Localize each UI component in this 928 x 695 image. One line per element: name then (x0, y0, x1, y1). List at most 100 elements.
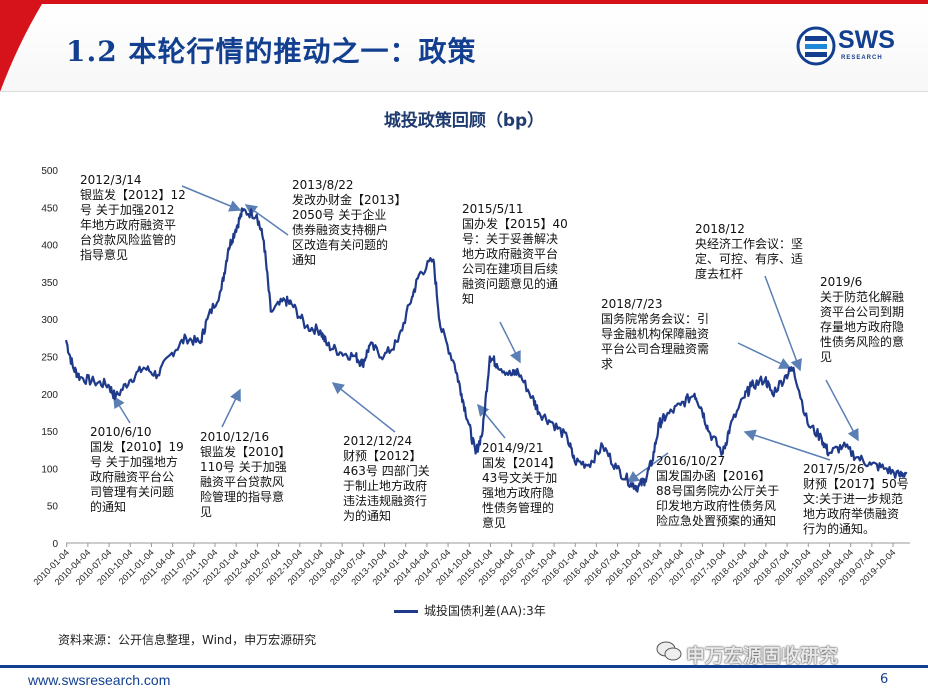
annotation-arrow (331, 382, 396, 433)
annotation-line: 平台公司合理融资需 (601, 342, 710, 356)
annotation-line: 见 (200, 505, 213, 519)
annotation-line: 88号国务院办公厅关于 (656, 484, 780, 498)
page-number: 6 (880, 672, 889, 687)
y-tick-label: 350 (41, 278, 58, 289)
annotation-line: 行为的通知。 (803, 522, 876, 536)
annotation-line: 关于防范化解融 (820, 290, 905, 304)
annotation-line: 年地方政府融资平 (80, 218, 177, 232)
annotation-line: 央经济工作会议：坚 (695, 237, 804, 251)
annotation-line: 2012/3/14 (80, 173, 142, 187)
y-tick-label: 300 (41, 315, 58, 326)
annotation-line: 2019/6 (820, 275, 863, 289)
annotation-line: 国务院常务会议：引 (601, 312, 710, 326)
annotation-line: 2014/9/21 (482, 441, 544, 455)
series-line-spread (64, 207, 908, 493)
wechat-watermark: 申万宏源固收研究 (686, 645, 839, 667)
annotation-line: 于制止地方政府 (343, 479, 428, 493)
annotation-line: 导金融机构保障融资 (601, 327, 710, 341)
annotation-line: 司管理有关问题 (90, 485, 175, 499)
annotation-line: 2012/12/24 (343, 434, 413, 448)
annotation-line: 号 关于加强2012 (80, 203, 175, 217)
chart-legend: 城投国债利差(AA):3年 (394, 602, 546, 619)
y-tick-label: 0 (52, 539, 58, 550)
annotation-arrow (764, 275, 802, 372)
annotation-line: 资平台公司到期 (820, 305, 905, 319)
annotation-line: 政府融资平台公 (90, 470, 175, 484)
annotation-line: 的通知 (90, 500, 127, 514)
annotation-line: 存量地方政府隐 (820, 320, 905, 334)
y-tick-label: 50 (47, 502, 59, 513)
annotation-arrow (825, 379, 859, 442)
annotation-line: 知 (462, 292, 475, 306)
annotation-line: 定、可控、有序、适 (695, 252, 804, 266)
annotation-line: 见 (820, 350, 833, 364)
annotation-line: 国办发【2015】40 (462, 217, 568, 231)
annotation-line: 求 (601, 357, 614, 371)
policy-annotation: 2017/5/26 财预【2017】50号 文:关于进一步规范 地方政府举债融资 行为的… (803, 462, 909, 537)
policy-annotation: 2013/8/22 发改办财金【2013】 2050号 关于企业 债券融资支持棚户 区改… (292, 178, 407, 268)
policy-annotation: 2010/12/16 银监发【2010】 110号 关于加强 融资平台贷款风 险管理的指… (200, 430, 291, 520)
annotation-arrow (737, 342, 792, 369)
y-tick-label: 450 (41, 203, 58, 214)
y-tick-label: 150 (41, 427, 58, 438)
legend-label: 城投国债利差(AA):3年 (424, 604, 546, 618)
policy-annotation: 2015/5/11 国办发【2015】40 号：关于妥善解决 地方政府融资平台 公司在建… (462, 202, 568, 307)
annotation-line: 违法违规融资行 (343, 494, 428, 508)
annotation-line: 2016/10/27 (656, 454, 726, 468)
annotation-line: 度去杠杆 (695, 267, 744, 281)
policy-annotation: 2012/12/24 财预【2012】 463号 四部门关 于制止地方政府 违法违规融资… (343, 434, 430, 524)
source-note: 资料来源：公开信息整理，Wind，申万宏源研究 (58, 633, 317, 647)
annotation-arrow (244, 204, 289, 236)
annotation-line: 性债务风险的意 (820, 335, 905, 349)
annotation-line: 号 关于加强地方 (90, 455, 178, 469)
annotation-line: 融资平台贷款风 (200, 475, 285, 489)
policy-annotation: 2016/10/27 国发国办函【2016】 88号国务院办公厅关于 印发地方政府性债… (656, 454, 779, 529)
annotation-line: 地方政府举债融资 (803, 507, 900, 521)
annotation-line: 通知 (292, 253, 317, 267)
annotation-line: 地方政府融资平台 (462, 247, 559, 261)
policy-annotation: 2014/9/21 国发【2014】 43号文关于加 强地方政府隐 性债务管理的 意见 (482, 441, 561, 531)
slide-title: 1.2 本轮行情的推动之一：政策 (66, 35, 477, 68)
annotation-line: 债券融资支持棚户 (292, 223, 389, 237)
logo-text: SWS (838, 26, 895, 54)
sws-logo-mark-icon (796, 26, 836, 66)
annotation-line: 财预【2012】 (343, 449, 422, 463)
annotation-line: 性债务管理的 (482, 501, 555, 515)
annotation-arrow (743, 429, 831, 461)
annotation-line: 印发地方政府性债务风 (656, 499, 777, 513)
annotation-line: 台贷款风险监管的 (80, 233, 177, 247)
annotation-line: 险应急处置预案的通知 (656, 514, 777, 528)
policy-annotation: 2018/12 央经济工作会议：坚 定、可控、有序、适 度去杠杆 (695, 222, 803, 282)
annotation-line: 公司在建项目后续 (462, 262, 559, 276)
policy-annotation: 2018/7/23 国务院常务会议：引 导金融机构保障融资 平台公司合理融资需求 (601, 297, 709, 372)
annotation-line: 43号文关于加 (482, 471, 558, 485)
policy-annotation: 2012/3/14 银监发【2012】12 号 关于加强2012 年地方政府融资平 台贷… (80, 173, 186, 263)
slide-header (0, 4, 928, 92)
annotation-arrow (113, 395, 131, 424)
y-tick-label: 400 (41, 241, 58, 252)
annotation-line: 融资问题意见的通 (462, 277, 559, 291)
annotation-arrow (221, 388, 241, 428)
annotation-line: 银监发【2010】 (200, 445, 291, 459)
header-divider (0, 91, 928, 92)
annotation-line: 2018/12 (695, 222, 745, 236)
y-tick-label: 250 (41, 353, 58, 364)
chart-title: 城投政策回顾（bp） (383, 111, 545, 131)
annotation-line: 110号 关于加强 (200, 460, 287, 474)
footer-url[interactable]: www.swsresearch.com (28, 672, 171, 688)
annotation-line: 2018/7/23 (601, 297, 663, 311)
annotation-line: 文:关于进一步规范 (803, 492, 904, 506)
annotation-line: 指导意见 (80, 248, 129, 262)
header-curve-decoration (0, 4, 42, 92)
annotation-line: 463号 四部门关 (343, 464, 430, 478)
legend-swatch (394, 610, 418, 613)
annotation-line: 2015/5/11 (462, 202, 524, 216)
top-accent-bar (0, 0, 928, 4)
annotation-line: 意见 (482, 516, 507, 530)
y-tick-label: 500 (41, 166, 58, 177)
annotation-line: 2050号 关于企业 (292, 208, 387, 222)
annotation-line: 国发【2010】19 (90, 440, 184, 454)
annotation-line: 2010/6/10 (90, 425, 152, 439)
annotation-line: 2013/8/22 (292, 178, 354, 192)
